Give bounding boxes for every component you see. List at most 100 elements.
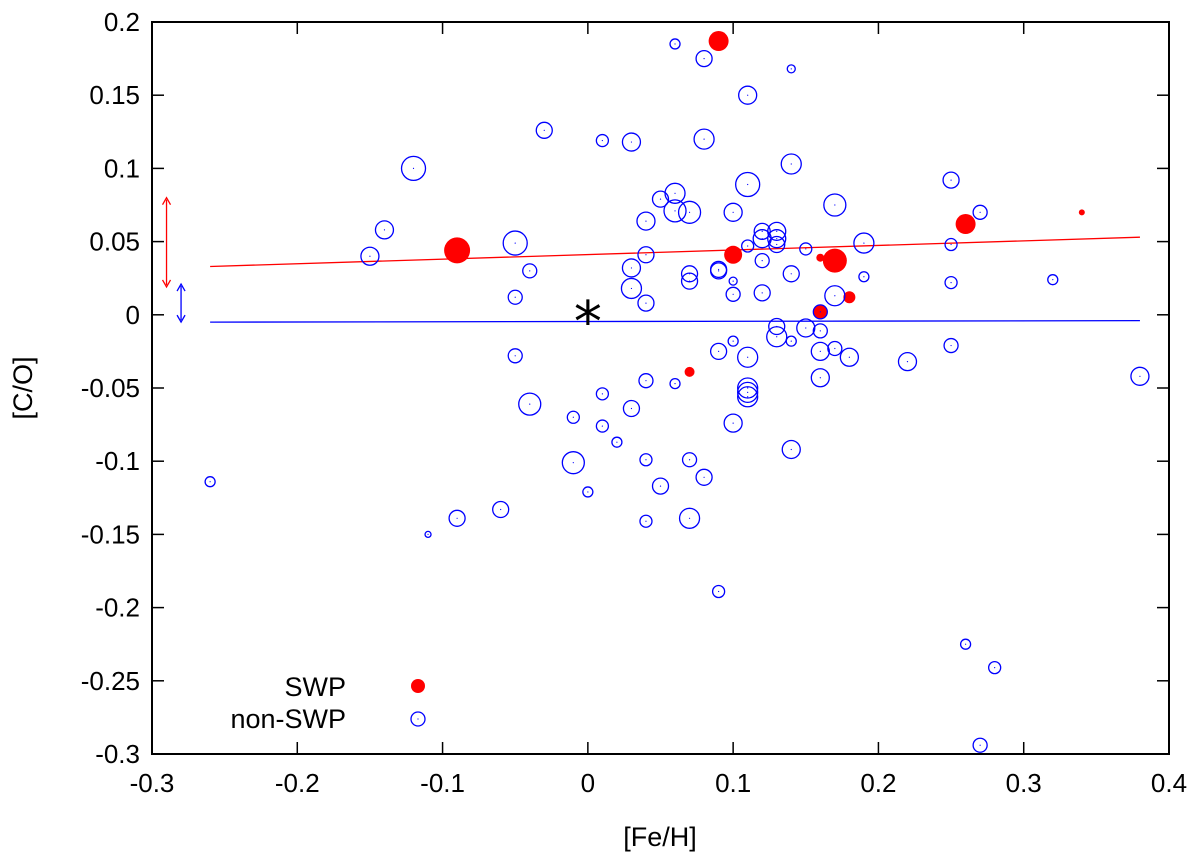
non-swp-point-dot bbox=[718, 268, 720, 271]
non-swp-point-dot bbox=[645, 220, 647, 222]
non-swp-point-dot bbox=[776, 230, 778, 232]
non-swp-point bbox=[637, 294, 655, 312]
non-swp-point bbox=[535, 121, 553, 139]
non-swp-point bbox=[780, 153, 802, 175]
non-swp-point-dot bbox=[863, 276, 865, 278]
non-swp-point-dot bbox=[994, 667, 996, 669]
non-swp-point-dot bbox=[703, 476, 705, 478]
non-swp-point-dot bbox=[747, 245, 749, 247]
non-swp-point bbox=[595, 419, 610, 433]
non-swp-point-dot bbox=[790, 340, 792, 342]
non-swp-point bbox=[669, 377, 681, 390]
non-swp-point bbox=[738, 85, 758, 105]
non-swp-point bbox=[582, 486, 594, 498]
non-swp-point bbox=[651, 477, 670, 495]
non-swp-point-dot bbox=[761, 260, 763, 262]
non-swp-point bbox=[502, 230, 528, 256]
non-swp-point-dot bbox=[819, 377, 821, 379]
non-swp-point bbox=[204, 476, 216, 488]
non-swp-point-dot bbox=[630, 287, 633, 290]
non-swp-point bbox=[853, 232, 875, 254]
non-swp-point-dot bbox=[950, 243, 952, 246]
swp-point bbox=[444, 237, 471, 264]
non-swp-point-dot bbox=[790, 448, 792, 451]
non-swp-point-dot bbox=[529, 270, 531, 272]
x-axis-title: [Fe/H] bbox=[623, 822, 697, 852]
non-swp-point-dot bbox=[718, 350, 720, 352]
non-swp-point-dot bbox=[630, 141, 633, 143]
fit-lines bbox=[210, 236, 1140, 323]
y-tick-label: 0.05 bbox=[89, 227, 140, 257]
non-swp-point bbox=[622, 399, 641, 418]
non-swp-point bbox=[680, 272, 699, 290]
non-swp-point bbox=[812, 304, 828, 320]
non-swp-point bbox=[1047, 274, 1059, 286]
non-swp-point-dot bbox=[514, 296, 516, 298]
non-swp-point-dot bbox=[776, 336, 778, 338]
non-swp-point bbox=[959, 638, 972, 650]
non-swp-point-dot bbox=[369, 255, 371, 257]
y-tick-label: -0.15 bbox=[81, 519, 140, 549]
non-swp-point-dot bbox=[703, 138, 705, 140]
non-swp-point-dot bbox=[819, 330, 821, 332]
non-swp-point-dot bbox=[776, 243, 778, 246]
x-tick-label: 0.3 bbox=[1006, 768, 1042, 798]
non-swp-point bbox=[637, 246, 655, 264]
non-swp-point-dot bbox=[834, 204, 836, 206]
legend-marker-non-swp bbox=[410, 711, 426, 727]
non-swp-point bbox=[737, 346, 759, 368]
non-swp-point bbox=[1130, 366, 1150, 386]
non-swp-point bbox=[810, 368, 830, 388]
swp-point bbox=[822, 248, 847, 273]
non-swp-point bbox=[651, 190, 670, 208]
non-swp-point-dot bbox=[529, 403, 531, 405]
non-swp-point-dot bbox=[805, 327, 807, 329]
non-swp-point-dot bbox=[601, 393, 603, 395]
non-swp-point-dot bbox=[427, 533, 429, 536]
non-swp-point bbox=[754, 252, 770, 269]
swp-point bbox=[1078, 209, 1085, 216]
ticks bbox=[151, 21, 1170, 755]
non-swp-point-dot bbox=[747, 387, 749, 389]
non-swp-point-dot bbox=[645, 254, 647, 256]
non-swp-point-dot bbox=[718, 270, 720, 272]
swp-point bbox=[708, 31, 729, 52]
non-swp-point bbox=[621, 258, 642, 278]
non-swp-point bbox=[768, 317, 786, 336]
swp-point bbox=[843, 291, 856, 304]
non-swp-point-dot bbox=[572, 416, 574, 418]
x-tick-labels: -0.3 -0.2 -0.1 0 0.1 0.2 0.3 0.4 bbox=[130, 768, 1187, 798]
non-swp-point bbox=[561, 451, 585, 475]
non-swp-point bbox=[709, 342, 728, 361]
non-swp-point bbox=[677, 200, 702, 224]
non-swp-point-dot bbox=[703, 58, 705, 60]
non-swp-point-dot bbox=[819, 311, 821, 313]
non-swp-point bbox=[693, 128, 715, 150]
non-swp-point-dot bbox=[761, 230, 763, 232]
non-swp-point-dot bbox=[674, 210, 676, 212]
y-tick-label: -0.2 bbox=[95, 593, 140, 623]
non-swp-point bbox=[374, 220, 395, 240]
non-swp-point bbox=[678, 507, 701, 529]
non-swp-point bbox=[839, 347, 860, 367]
non-swp-point-dot bbox=[543, 129, 545, 131]
non-swp-point-dot bbox=[500, 508, 502, 511]
non-swp-point bbox=[972, 204, 988, 220]
non-swp-point bbox=[943, 337, 959, 354]
non-swp-point bbox=[621, 132, 642, 152]
legend: SWP non-SWP bbox=[230, 672, 426, 734]
legend-label-swp: SWP bbox=[284, 672, 346, 702]
non-swp-point bbox=[611, 436, 623, 448]
non-swp-point bbox=[492, 500, 510, 519]
x-tick-label: 0 bbox=[581, 768, 595, 798]
non-swp-point-dot bbox=[630, 407, 633, 410]
non-swp-point bbox=[638, 373, 654, 389]
error-bar-arrow-bottom bbox=[176, 314, 186, 324]
non-swp-point-dot bbox=[747, 391, 749, 393]
non-swp-point bbox=[709, 262, 728, 280]
non-swp-point-dot bbox=[732, 293, 734, 295]
error-bars bbox=[161, 196, 186, 324]
non-swp-point bbox=[823, 193, 847, 217]
non-swp-point bbox=[785, 335, 797, 347]
non-swp-point-dot bbox=[630, 267, 633, 269]
